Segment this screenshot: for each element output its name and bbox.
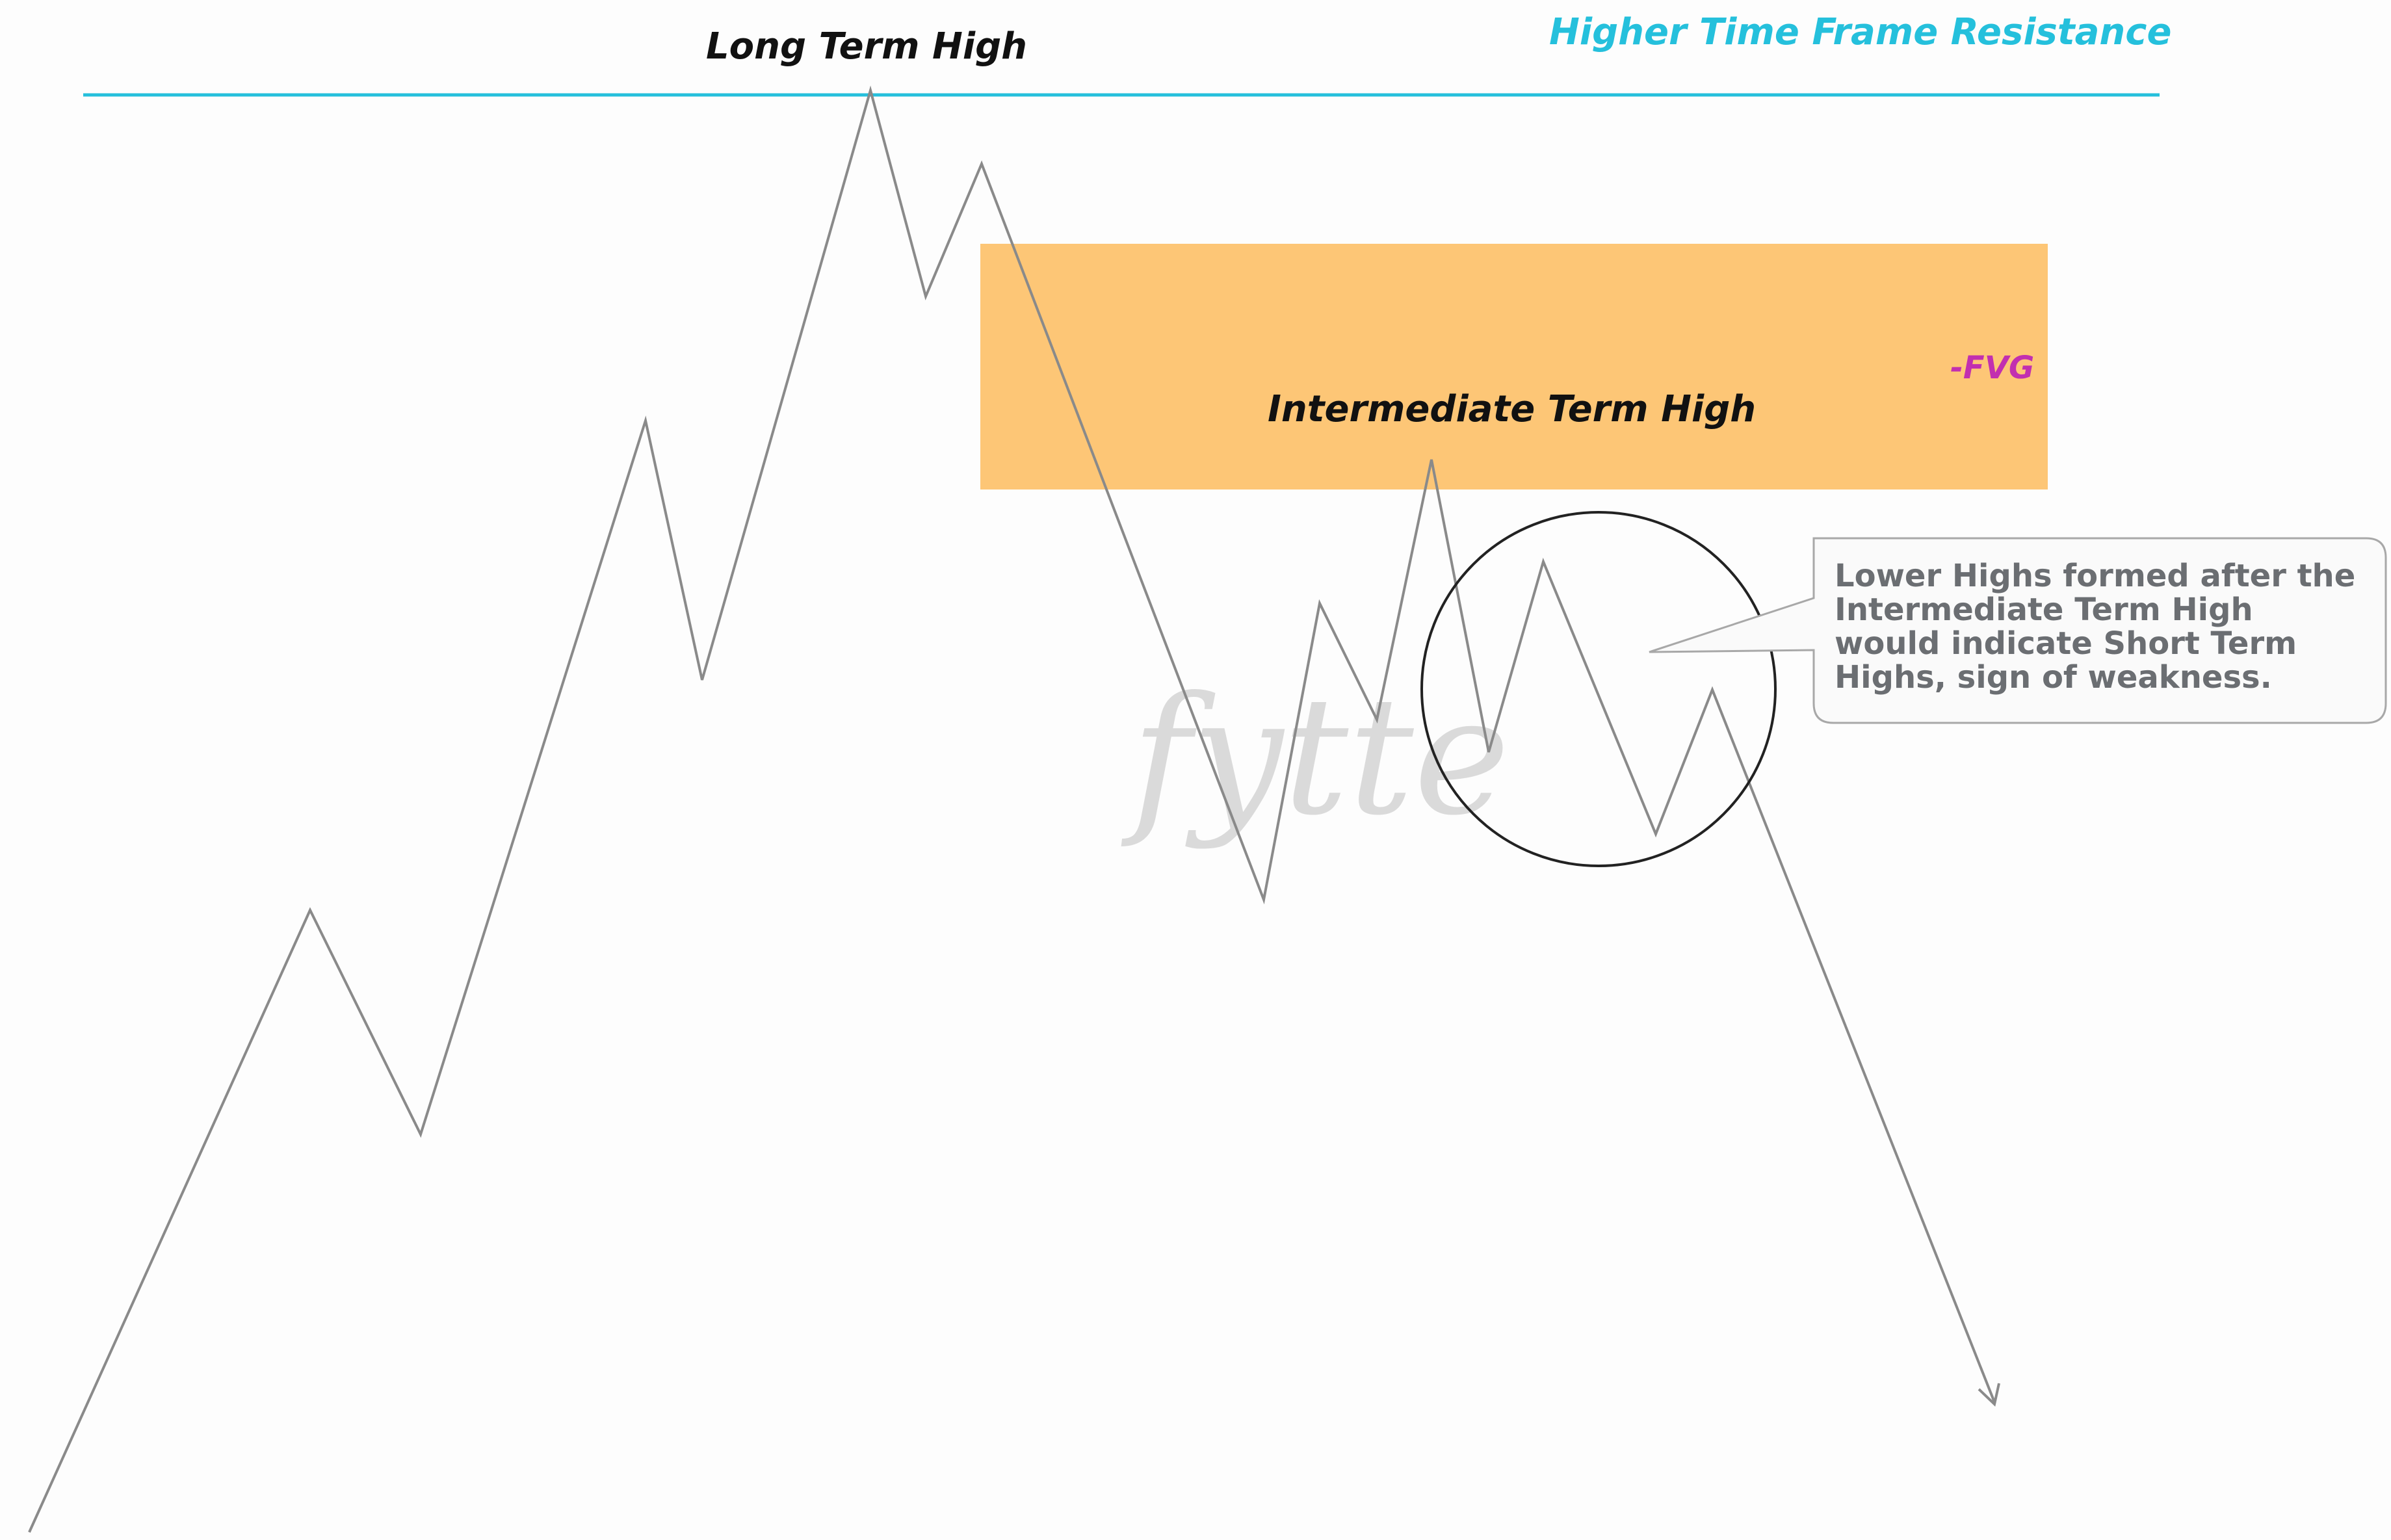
price-path: [28, 85, 1996, 1533]
htf-resistance-label: Higher Time Frame Resistance: [1549, 11, 2171, 53]
callout-box: [1649, 537, 2387, 724]
intermediate-term-high-label: Intermediate Term High: [1268, 388, 1756, 430]
long-term-high-label: Long Term High: [706, 25, 1027, 68]
watermark: fytte: [1121, 662, 1510, 851]
lower-highs-circle: [1420, 511, 1777, 867]
fvg-label: -FVG: [1950, 350, 2034, 386]
arrowhead: [1978, 1383, 2000, 1407]
callout-text: Lower Highs formed after the Intermediat…: [1835, 558, 2356, 696]
fvg-zone: [980, 244, 2048, 489]
